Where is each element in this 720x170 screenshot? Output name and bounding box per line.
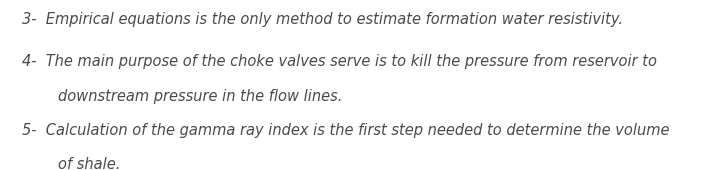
Text: downstream pressure in the flow lines.: downstream pressure in the flow lines. (58, 89, 342, 104)
Text: of shale.: of shale. (58, 157, 120, 170)
Text: 4-  The main purpose of the choke valves serve is to kill the pressure from rese: 4- The main purpose of the choke valves … (22, 54, 657, 69)
Text: 5-  Calculation of the gamma ray index is the first step needed to determine the: 5- Calculation of the gamma ray index is… (22, 123, 669, 138)
Text: 3-  Empirical equations is the only method to estimate formation water resistivi: 3- Empirical equations is the only metho… (22, 12, 623, 27)
